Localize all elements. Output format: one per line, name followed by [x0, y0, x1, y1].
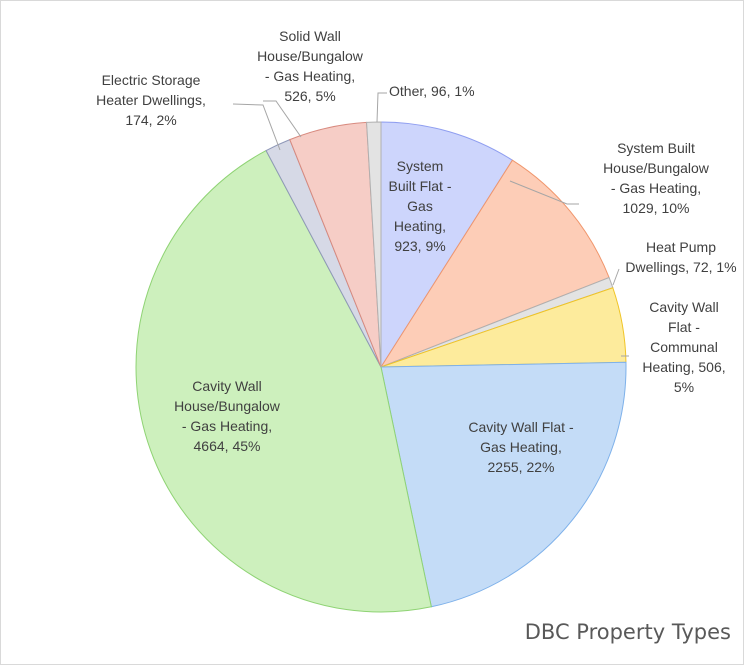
pie-slice-5 — [380, 361, 627, 608]
data-label-line: Heater Dwellings, — [96, 92, 206, 108]
data-label-line: Gas — [407, 198, 433, 214]
data-label-line: Heating, 506, — [642, 359, 725, 375]
data-label-line: Built Flat - — [388, 178, 451, 194]
data-label-line: Communal — [650, 339, 718, 355]
data-label-line: - Gas Heating, — [611, 180, 701, 196]
data-label-line: Heat Pump — [646, 239, 716, 255]
data-label-6: Cavity Wall House/Bungalow - Gas Heating, 4… — [174, 378, 281, 454]
pie-slice-6 — [135, 149, 432, 613]
data-label-line: House/Bungalow — [257, 48, 364, 64]
data-label-line: Solid Wall — [279, 28, 341, 44]
data-label-line: - Gas Heating, — [182, 418, 272, 434]
chart-title: DBC Property Types — [524, 620, 731, 644]
data-label-line: System — [397, 158, 444, 174]
data-label-8: Solid Wall House/Bungalow - Gas Heating, 52… — [257, 28, 364, 104]
data-label-line: Electric Storage — [102, 72, 201, 88]
data-label-line: Cavity Wall — [649, 299, 719, 315]
pie-slice-9 — [366, 121, 382, 368]
leader-line-9 — [376, 92, 387, 123]
data-label-line: 174, 2% — [125, 112, 176, 128]
data-label-2: System Built House/Bungalow - Gas Heating,… — [603, 140, 710, 216]
data-label-line: 526, 5% — [284, 88, 335, 104]
data-label-line: 1029, 10% — [623, 200, 690, 216]
data-label-5: Cavity Wall Flat - Gas Heating, 2255, 22% — [468, 419, 574, 475]
data-label-line: House/Bungalow — [603, 160, 710, 176]
data-label-4: Cavity Wall Flat - Communal Heating, 506, 5% — [642, 299, 725, 395]
pie-slice-2 — [379, 159, 610, 369]
data-label-line: Cavity Wall — [192, 378, 262, 394]
data-labels: System Built Flat -Gas Heating, 923, 9%Syst… — [96, 28, 737, 475]
data-label-line: 4664, 45% — [194, 438, 261, 454]
data-label-line: Gas Heating, — [480, 439, 562, 455]
leader-line-8 — [263, 100, 302, 138]
data-label-7: Electric Storage Heater Dwellings, 174, 2% — [96, 72, 206, 128]
data-label-line: - Gas Heating, — [265, 68, 355, 84]
data-label-line: Heating, — [394, 218, 446, 234]
data-label-line: 923, 9% — [394, 238, 445, 254]
data-label-line: Cavity Wall Flat - — [468, 419, 574, 435]
pie-slices — [135, 121, 627, 613]
data-label-line: Flat - — [668, 319, 700, 335]
data-label-9: Other, 96, 1% — [389, 83, 475, 99]
data-label-line: System Built — [617, 140, 695, 156]
leader-line-3 — [612, 268, 620, 286]
data-label-line: Dwellings, 72, 1% — [625, 259, 736, 275]
data-label-line: Other, 96, 1% — [389, 83, 475, 99]
data-label-3: Heat Pump Dwellings, 72, 1% — [625, 239, 736, 275]
data-label-1: System Built Flat - Gas Heating, 923, 9% — [388, 158, 451, 254]
leader-line-7 — [232, 103, 281, 151]
leader-lines — [232, 92, 629, 357]
data-label-line: 2255, 22% — [488, 459, 555, 475]
pie-slice-1 — [380, 121, 514, 369]
leader-line-2 — [509, 180, 579, 205]
data-label-line: House/Bungalow — [174, 398, 281, 414]
data-label-line: 5% — [674, 379, 694, 395]
